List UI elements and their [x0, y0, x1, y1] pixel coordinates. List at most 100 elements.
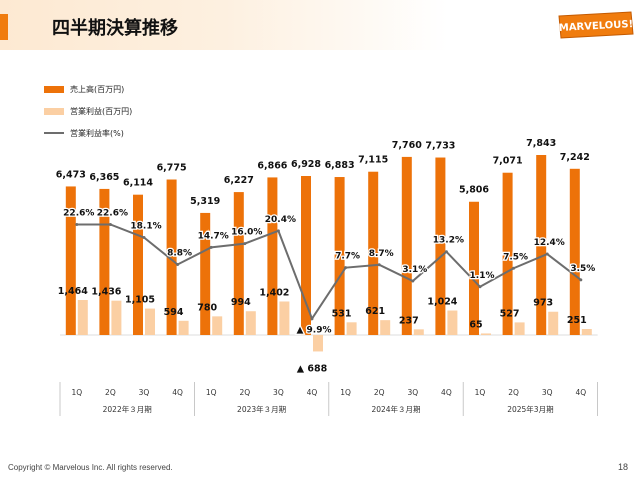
op-income-value-label: 1,464 [58, 286, 88, 297]
op-margin-point [75, 222, 79, 226]
op-income-value-label: 1,024 [427, 297, 457, 308]
op-income-value-label: 973 [533, 298, 553, 309]
quarter-tick-label: 2Q [508, 388, 519, 397]
op-income-value-label: 780 [197, 302, 217, 313]
sales-value-label: 6,473 [56, 169, 86, 180]
fiscal-year-label: 2023年３月期 [237, 404, 286, 414]
op-income-value-label: 527 [500, 308, 520, 319]
op-margin-value-label: 14.7% [198, 231, 229, 241]
sales-bar [469, 201, 479, 335]
op-income-bar [279, 301, 290, 335]
op-margin-point [545, 252, 549, 256]
copyright-text: Copyright © Marvelous Inc. All rights re… [8, 463, 173, 472]
sales-bar [401, 156, 412, 335]
op-income-value-label: 1,436 [91, 287, 121, 298]
quarter-tick-label: 4Q [441, 388, 452, 397]
op-income-bar [145, 308, 155, 335]
quarter-tick-label: 3Q [139, 388, 150, 397]
quarter-tick-label: 3Q [542, 388, 553, 397]
legend-item-sales: 売上高(百万円) [44, 78, 132, 100]
sales-value-label: 5,806 [459, 185, 489, 196]
sales-bar [200, 212, 211, 335]
sales-bar [99, 188, 110, 335]
page-title: 四半期決算推移 [52, 18, 178, 39]
op-income-bar [514, 322, 525, 335]
sales-value-label: 6,928 [291, 159, 321, 170]
legend-label-sales: 売上高(百万円) [70, 84, 125, 94]
op-income-bar [548, 311, 559, 335]
op-margin-value-label: 22.6% [97, 208, 128, 218]
op-margin-value-label: 7.7% [335, 252, 360, 262]
sales-value-label: 6,883 [325, 160, 355, 171]
quarter-tick-label: 1Q [206, 388, 217, 397]
op-income-value-label: ▲ 688 [297, 363, 328, 374]
legend-swatch-sales [44, 85, 64, 93]
op-income-value-label: 621 [365, 306, 385, 317]
op-margin-value-label: 8.7% [369, 249, 394, 259]
legend-line-op-margin [44, 132, 64, 134]
sales-bar [233, 192, 244, 335]
title-bar [0, 0, 640, 50]
op-income-bar [77, 300, 88, 335]
op-income-bar [111, 300, 122, 335]
quarter-tick-label: 2Q [239, 388, 250, 397]
fiscal-year-label: 2022年３月期 [103, 404, 152, 414]
sales-value-label: 7,733 [425, 141, 455, 152]
legend-label-op-income: 営業利益(百万円) [70, 106, 133, 116]
quarter-tick-label: 1Q [340, 388, 351, 397]
quarter-tick-label: 3Q [273, 388, 284, 397]
sales-value-label: 7,843 [526, 138, 556, 149]
op-income-value-label: 1,402 [259, 287, 289, 298]
op-margin-point [276, 229, 280, 233]
op-margin-value-label: ▲ 9.9% [296, 326, 331, 336]
sales-bar [133, 194, 143, 335]
op-income-value-label: 1,105 [125, 295, 155, 306]
svg-text:MARVELOUS!: MARVELOUS! [559, 19, 634, 34]
op-income-bar [413, 329, 424, 335]
sales-value-label: 6,775 [157, 163, 187, 174]
op-margin-point [209, 245, 213, 249]
op-margin-value-label: 22.6% [63, 208, 94, 218]
quarter-tick-label: 1Q [71, 388, 82, 397]
legend-item-op-income: 営業利益(百万円) [44, 100, 132, 122]
sales-value-label: 6,114 [123, 178, 153, 189]
sales-bar [502, 172, 513, 335]
sales-bar [569, 168, 580, 335]
quarter-tick-label: 4Q [307, 388, 318, 397]
fiscal-year-label: 2025年3月期 [507, 404, 553, 414]
op-margin-point [108, 222, 112, 226]
op-margin-value-label: 20.4% [265, 215, 296, 225]
quarter-tick-label: 1Q [475, 388, 486, 397]
legend-swatch-op-income [44, 107, 64, 115]
sales-value-label: 7,242 [560, 152, 590, 163]
op-income-value-label: 531 [332, 308, 352, 319]
op-income-bar [346, 322, 357, 335]
sales-bar [334, 177, 345, 335]
op-margin-value-label: 3.5% [570, 264, 595, 274]
op-margin-value-label: 13.2% [433, 236, 464, 246]
op-margin-value-label: 12.4% [534, 238, 565, 248]
chart-legend: 売上高(百万円) 営業利益(百万円) 営業利益率(%) [44, 78, 132, 144]
op-income-bar [178, 320, 189, 335]
op-income-value-label: 65 [469, 319, 482, 330]
op-margin-point [478, 285, 482, 289]
title-accent [0, 14, 8, 40]
quarter-tick-label: 4Q [575, 388, 586, 397]
sales-bar [65, 186, 76, 335]
op-margin-point [377, 263, 381, 267]
op-income-value-label: 251 [567, 315, 587, 326]
op-income-bar [447, 310, 458, 335]
sales-bar [301, 175, 311, 335]
op-margin-point [444, 250, 448, 254]
legend-item-op-margin: 営業利益率(%) [44, 122, 132, 144]
page-number: 18 [617, 462, 628, 472]
op-income-value-label: 237 [399, 315, 419, 326]
quarter-tick-label: 3Q [407, 388, 418, 397]
sales-value-label: 7,071 [493, 156, 523, 167]
op-income-value-label: 994 [231, 297, 251, 308]
sales-value-label: 7,760 [392, 140, 422, 151]
sales-value-label: 7,115 [358, 155, 388, 166]
quarter-tick-label: 2Q [374, 388, 385, 397]
op-margin-point [344, 266, 348, 270]
